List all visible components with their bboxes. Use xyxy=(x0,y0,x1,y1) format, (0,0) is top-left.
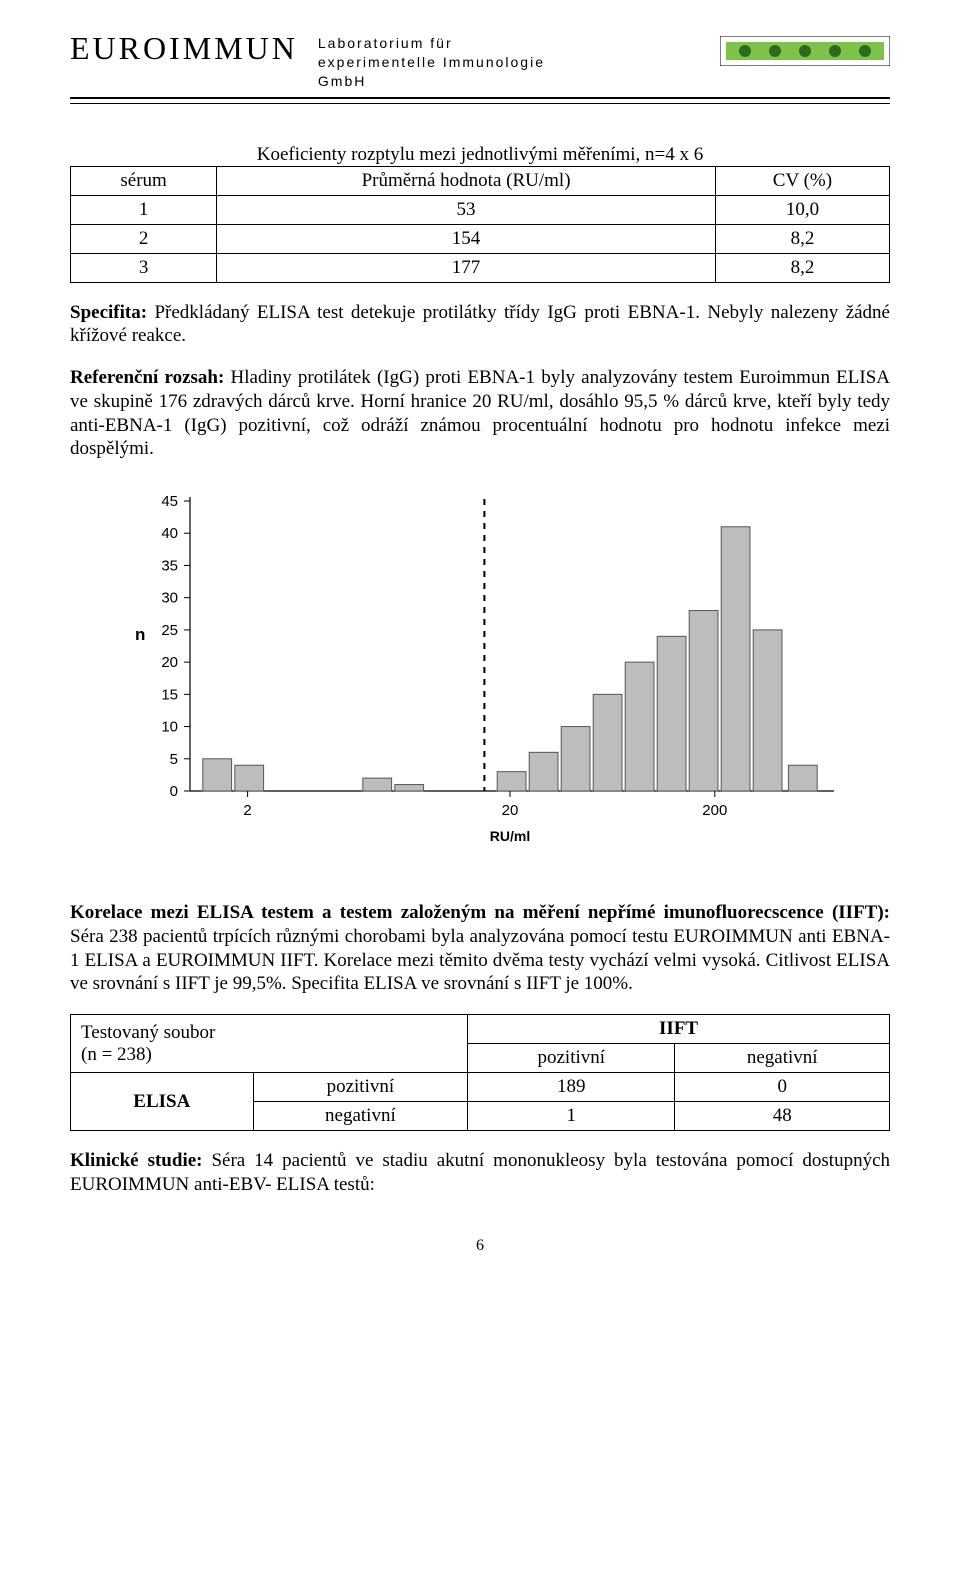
iift-label: IIFT xyxy=(659,1018,698,1039)
svg-text:40: 40 xyxy=(161,525,178,542)
subtitle-line: Laboratorium für xyxy=(318,34,545,53)
page-header: EUROIMMUN Laboratorium für experimentell… xyxy=(70,30,890,99)
cell-line: Testovaný soubor xyxy=(81,1022,215,1043)
header-rule xyxy=(70,103,890,104)
cell-line: (n = 238) xyxy=(81,1044,152,1065)
table-cell: 154 xyxy=(217,224,716,253)
table-cell: negativní xyxy=(253,1102,468,1131)
specificity-paragraph: Specifita: Předkládaný ELISA test deteku… xyxy=(70,301,890,349)
svg-text:0: 0 xyxy=(170,783,178,800)
svg-text:30: 30 xyxy=(161,590,178,607)
table-cell: 10,0 xyxy=(715,195,889,224)
table-cell: 53 xyxy=(217,195,716,224)
svg-text:n: n xyxy=(135,625,145,644)
coefficients-table: sérum Průměrná hodnota (RU/ml) CV (%) 15… xyxy=(70,166,890,283)
table-header-cell: sérum xyxy=(71,166,217,195)
table-cell: 2 xyxy=(71,224,217,253)
svg-text:35: 35 xyxy=(161,558,178,575)
svg-text:200: 200 xyxy=(702,802,727,819)
brand-subtitle: Laboratorium für experimentelle Immunolo… xyxy=(318,34,545,91)
table-row: Testovaný soubor (n = 238) IIFT xyxy=(71,1015,890,1044)
subtitle-line: GmbH xyxy=(318,72,545,91)
svg-text:20: 20 xyxy=(161,654,178,671)
svg-text:RU/ml: RU/ml xyxy=(490,828,530,844)
svg-text:15: 15 xyxy=(161,687,178,704)
subtitle-line: experimentelle Immunologie xyxy=(318,53,545,72)
svg-text:2: 2 xyxy=(243,802,251,819)
histogram-chart: 0 5 10 15 20 25 30 35 40 45 n 2 20 200 RU/ml xyxy=(70,481,890,861)
table-cell: 177 xyxy=(217,253,716,282)
para-lead: Korelace mezi ELISA testem a testem zalo… xyxy=(70,902,890,923)
svg-text:5: 5 xyxy=(170,751,178,768)
page-number: 6 xyxy=(70,1237,890,1255)
table-cell: 0 xyxy=(675,1073,890,1102)
table-header-row: sérum Průměrná hodnota (RU/ml) CV (%) xyxy=(71,166,890,195)
elisa-label: ELISA xyxy=(133,1091,190,1112)
positive-header: pozitivní xyxy=(468,1044,675,1073)
table-cell: 8,2 xyxy=(715,253,889,282)
reference-range-paragraph: Referenční rozsah: Hladiny protilátek (I… xyxy=(70,366,890,461)
negative-header: negativní xyxy=(675,1044,890,1073)
para-text: Předkládaný ELISA test detekuje protilát… xyxy=(70,302,890,347)
para-lead: Klinické studie: xyxy=(70,1150,202,1171)
table-row: 15310,0 xyxy=(71,195,890,224)
table-row: ELISA pozitivní 189 0 xyxy=(71,1073,890,1102)
svg-text:20: 20 xyxy=(502,802,519,819)
table-cell: 1 xyxy=(468,1102,675,1131)
brand-badge-icon xyxy=(720,36,890,71)
svg-text:45: 45 xyxy=(161,493,178,510)
svg-text:25: 25 xyxy=(161,622,178,639)
table-row: 21548,2 xyxy=(71,224,890,253)
table-cell: 1 xyxy=(71,195,217,224)
table-cell: 8,2 xyxy=(715,224,889,253)
para-lead: Specifita: xyxy=(70,302,147,323)
para-lead: Referenční rozsah: xyxy=(70,367,224,388)
svg-text:10: 10 xyxy=(161,719,178,736)
table-header-cell: CV (%) xyxy=(715,166,889,195)
table-cell: 189 xyxy=(468,1073,675,1102)
comparison-table: Testovaný soubor (n = 238) IIFT pozitivn… xyxy=(70,1014,890,1131)
table1-caption: Koeficienty rozptylu mezi jednotlivými m… xyxy=(70,144,890,166)
clinical-studies-paragraph: Klinické studie: Séra 14 pacientů ve sta… xyxy=(70,1149,890,1197)
elisa-label-cell: ELISA xyxy=(71,1073,254,1131)
correlation-paragraph: Korelace mezi ELISA testem a testem zalo… xyxy=(70,901,890,996)
table-header-cell: Průměrná hodnota (RU/ml) xyxy=(217,166,716,195)
table-cell: 3 xyxy=(71,253,217,282)
brand-logo: EUROIMMUN xyxy=(70,30,298,67)
table-cell: pozitivní xyxy=(253,1073,468,1102)
table-cell: 48 xyxy=(675,1102,890,1131)
table-row: 31778,2 xyxy=(71,253,890,282)
para-text: Séra 238 pacientů trpících různými choro… xyxy=(70,926,890,995)
iift-header-cell: IIFT xyxy=(468,1015,890,1044)
test-set-cell: Testovaný soubor (n = 238) xyxy=(71,1015,468,1073)
